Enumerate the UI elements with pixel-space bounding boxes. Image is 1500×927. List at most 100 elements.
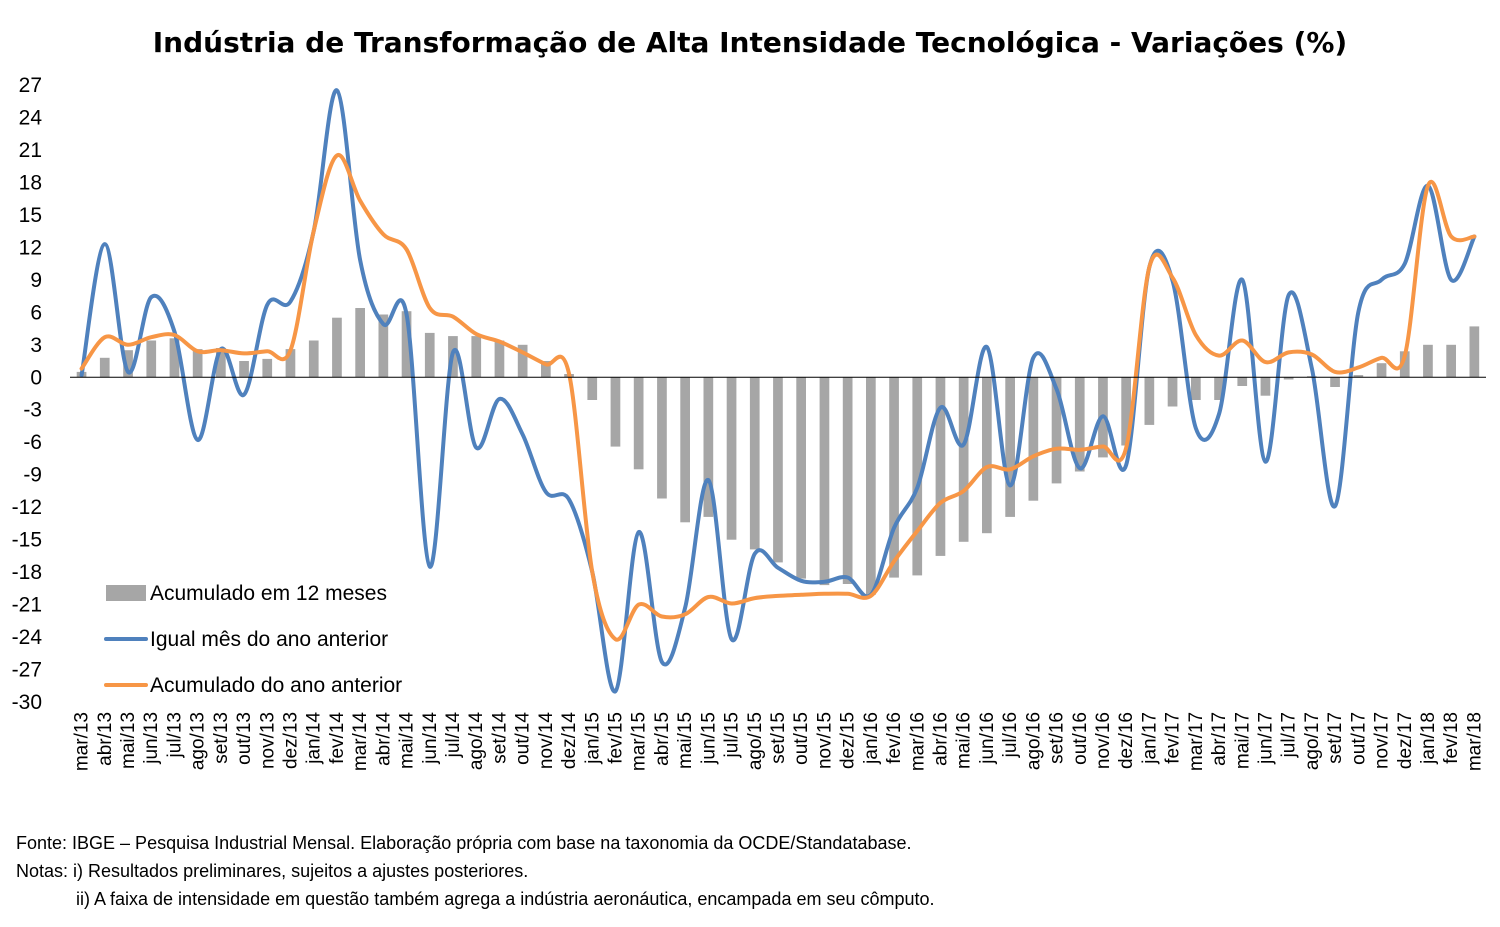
bar (1446, 344, 1456, 378)
bar (935, 377, 946, 556)
bar (958, 377, 969, 542)
bar (355, 308, 365, 378)
bar (169, 338, 180, 378)
bar (332, 317, 342, 378)
bar (889, 377, 899, 578)
x-tick-label: dez/13 (281, 712, 302, 769)
y-tick-label: -15 (12, 529, 42, 552)
legend-label: Acumulado do ano anterior (150, 674, 402, 697)
bar (633, 377, 644, 470)
x-tick-label: abr/15 (652, 712, 673, 766)
bar (1469, 326, 1480, 378)
x-tick-label: dez/14 (559, 712, 580, 769)
bar (1191, 377, 1201, 400)
bar (1283, 377, 1294, 380)
x-tick-label: mar/18 (1464, 712, 1485, 771)
bar (378, 314, 389, 378)
y-tick-label: -12 (12, 496, 42, 519)
bar (1423, 344, 1433, 378)
legend: Acumulado em 12 meses Igual mês do ano an… (104, 582, 402, 697)
bar (587, 377, 598, 400)
bar (1028, 377, 1039, 501)
x-tick-label: nov/17 (1372, 712, 1393, 769)
x-tick-label: ago/14 (466, 712, 487, 771)
bar (216, 348, 226, 378)
y-tick-label: -9 (23, 464, 42, 487)
x-tick-label: fev/18 (1441, 712, 1462, 764)
bar (517, 344, 528, 378)
y-tick-label: -30 (12, 691, 42, 714)
x-tick-label: mai/14 (397, 712, 418, 769)
x-tick-label: jan/16 (861, 712, 882, 765)
bar (912, 377, 923, 576)
x-tick-label: out/13 (234, 712, 255, 765)
x-tick-label: mar/15 (629, 712, 650, 771)
x-axis: mar/13 abr/13 mai/13 jun/13 jul/13 ago/13 set/… (70, 376, 1486, 772)
bar (866, 377, 876, 595)
x-tick-label: mai/13 (118, 712, 139, 769)
bar (424, 332, 435, 378)
legend-label: Igual mês do ano anterior (150, 628, 388, 651)
bar (657, 377, 667, 499)
line-series (79, 88, 1477, 694)
x-tick-label: jul/15 (722, 712, 743, 758)
bar (1074, 377, 1085, 472)
x-tick-label: nov/16 (1093, 712, 1114, 769)
bar (773, 377, 783, 563)
line-acumulado-do-ano-anterior (79, 153, 1477, 642)
x-tick-label: nov/15 (814, 712, 835, 769)
bar (192, 349, 203, 378)
chart-title: Indústria de Transformação de Alta Inten… (153, 26, 1347, 59)
y-tick-label: 27 (19, 74, 42, 97)
bar (239, 361, 249, 378)
bar (1260, 377, 1271, 396)
y-tick-label: 12 (19, 236, 42, 259)
y-tick-label: -21 (12, 594, 42, 617)
x-tick-label: abr/14 (373, 712, 394, 766)
bar (285, 349, 296, 378)
bar (401, 311, 412, 378)
x-tick-label: ago/17 (1302, 712, 1323, 770)
x-tick-label: jul/13 (165, 712, 186, 758)
bar (1051, 377, 1062, 484)
x-tick-label: mai/16 (954, 712, 975, 769)
x-tick-label: jul/14 (443, 712, 464, 759)
bar (471, 336, 482, 378)
y-tick-label: 9 (30, 269, 42, 292)
x-tick-label: set/17 (1325, 712, 1346, 764)
bar (308, 340, 319, 378)
x-tick-label: fev/16 (884, 712, 905, 764)
bar (541, 361, 551, 378)
x-tick-label: mar/16 (907, 712, 928, 771)
y-tick-label: 21 (19, 139, 42, 162)
bar (982, 377, 992, 534)
x-tick-label: out/16 (1070, 712, 1091, 765)
bar (146, 340, 157, 378)
bar (1005, 377, 1015, 517)
x-tick-label: mar/14 (350, 712, 371, 772)
bar (123, 350, 133, 378)
bar (1376, 363, 1387, 378)
x-tick-label: dez/17 (1395, 712, 1416, 769)
bar (796, 377, 806, 579)
x-tick-label: set/15 (768, 712, 789, 764)
x-tick-label: jun/16 (977, 712, 998, 765)
x-tick-label: set/14 (489, 712, 510, 764)
line-igual-m-s-do-ano-anterior (79, 88, 1477, 694)
x-tick-label: jun/14 (420, 712, 441, 765)
x-tick-label: mai/15 (675, 712, 696, 769)
x-tick-label: jan/14 (304, 712, 325, 765)
x-tick-label: nov/13 (257, 712, 278, 769)
x-tick-label: fev/15 (606, 712, 627, 764)
x-tick-label: mar/17 (1186, 712, 1207, 771)
x-tick-label: jun/13 (141, 712, 162, 765)
bar (1399, 351, 1410, 378)
y-tick-label: 18 (19, 171, 42, 194)
bar (1121, 377, 1131, 446)
bar (842, 377, 853, 584)
y-tick-label: -24 (12, 626, 43, 649)
x-tick-label: ago/16 (1023, 712, 1044, 770)
bar (1330, 377, 1340, 387)
x-tick-label: fev/17 (1163, 712, 1184, 764)
